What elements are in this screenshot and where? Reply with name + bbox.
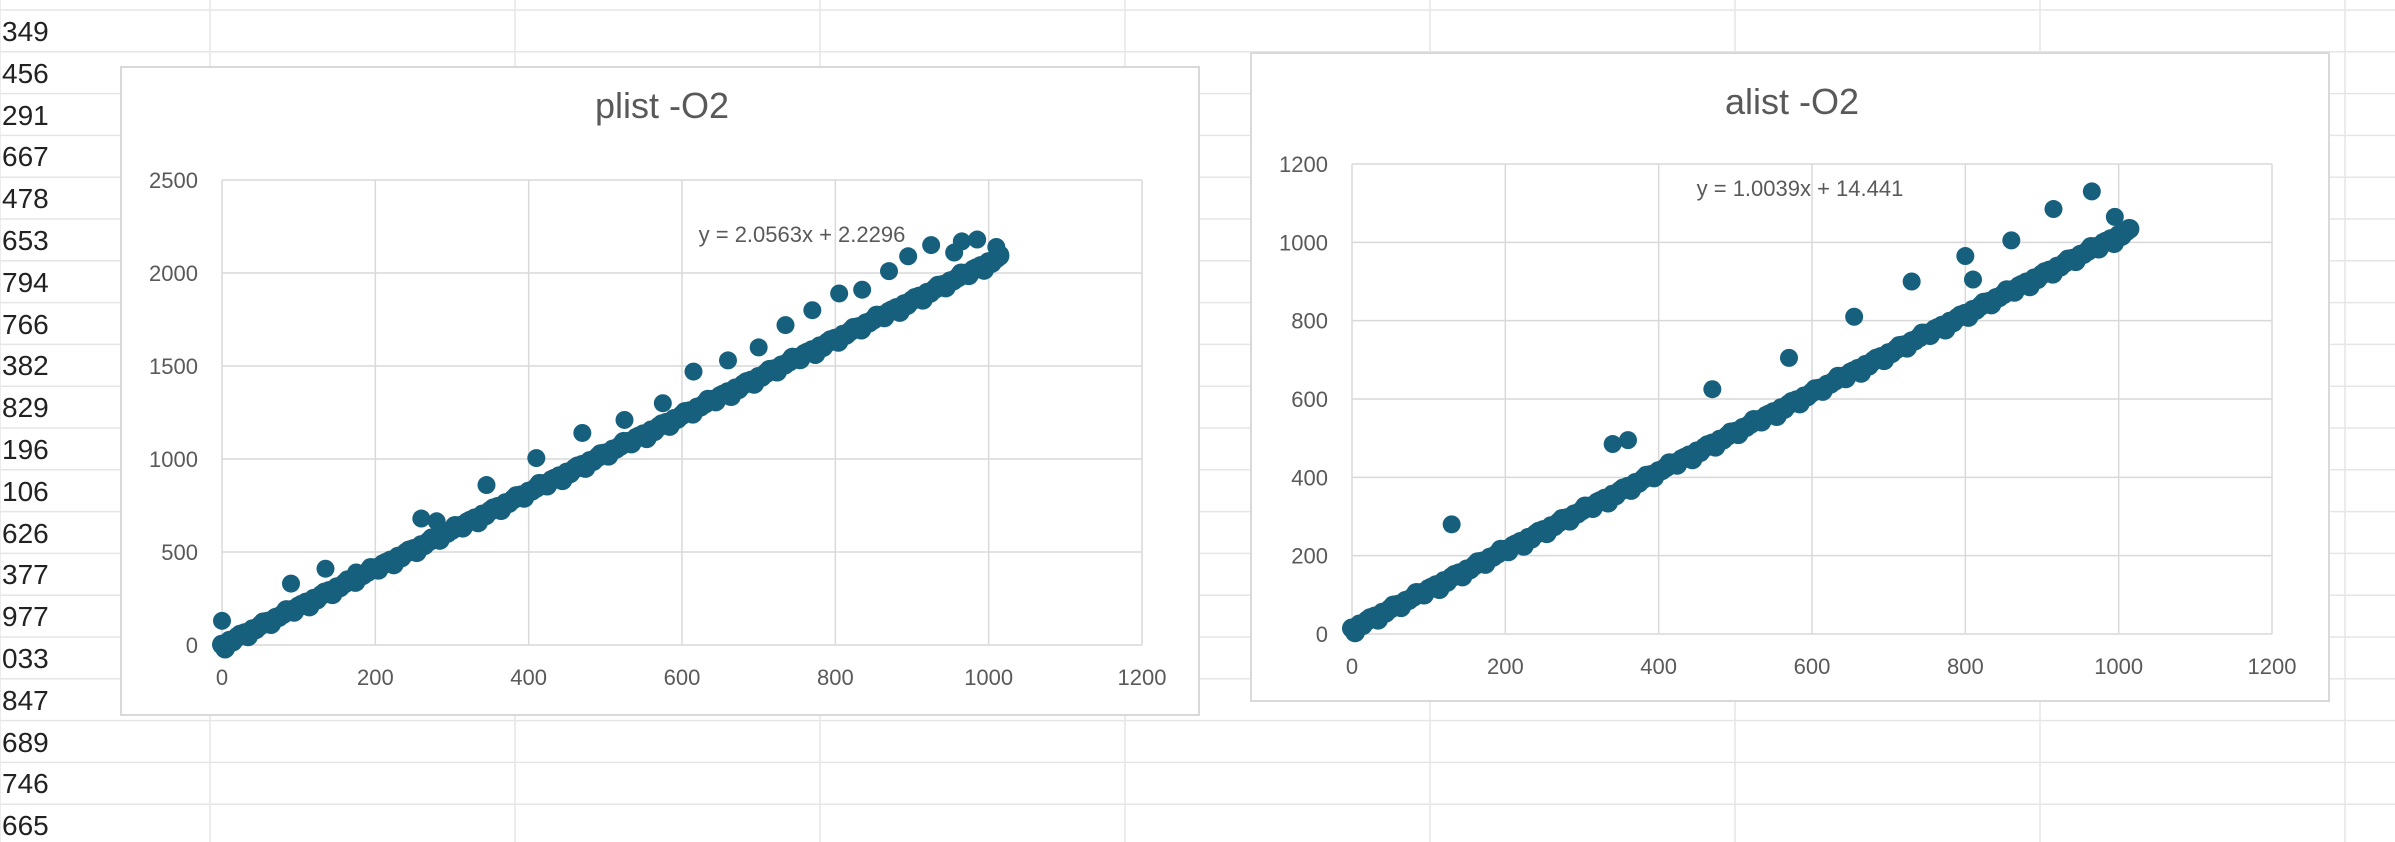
outlier-point [853, 280, 872, 299]
outlier-point [776, 316, 795, 335]
outlier-point [427, 512, 446, 531]
chart-plist[interactable]: plist -O2 0 500 1000 1500 2000 2500 0 200 400 600 8… [120, 66, 1200, 716]
cell-a-1[interactable]: 349 [2, 16, 49, 47]
outlier-point [1603, 435, 1622, 454]
outlier-point [412, 509, 431, 528]
cell-a-15[interactable]: 977 [2, 601, 49, 633]
outlier-point [2002, 231, 2021, 250]
x-tick-label: 200 [1487, 654, 1524, 679]
chart-alist[interactable]: alist -O2 0 200 400 600 800 1000 1200 0 200 400 600… [1250, 52, 2330, 702]
outlier-point [2082, 182, 2101, 201]
x-tick-label: 0 [216, 665, 228, 690]
outlier-point [653, 394, 672, 413]
outlier-point [968, 230, 987, 249]
alist-plot-area: alist -O2 0 200 400 600 800 1000 1200 0 200 400 600… [1279, 81, 2297, 679]
x-tick-label: 600 [664, 665, 701, 690]
outlier-point [1442, 515, 1461, 534]
outlier-point [282, 574, 300, 593]
y-tick-label: 0 [186, 633, 198, 658]
y-tick-label: 1200 [1279, 152, 1328, 177]
outlier-point [830, 284, 849, 303]
plist-plot-area: plist -O2 0 500 1000 1500 2000 2500 0 200 400 600 8… [149, 85, 1167, 690]
x-tick-label: 1200 [2248, 654, 2297, 679]
cell-a-19[interactable]: 746 [2, 768, 49, 800]
outlier-point [615, 410, 634, 429]
cell-a-17[interactable]: 847 [2, 684, 49, 716]
outlier-point [719, 351, 737, 370]
outlier-point [991, 245, 1010, 264]
outlier-point [880, 262, 898, 281]
x-tick-label: 1000 [2094, 654, 2143, 679]
outlier-point [899, 247, 918, 266]
cell-a-6[interactable]: 653 [2, 225, 49, 256]
x-tick-label: 0 [1346, 654, 1358, 679]
y-tick-label: 400 [1291, 465, 1328, 490]
cell-a-7[interactable]: 794 [2, 266, 49, 298]
cell-a-11[interactable]: 196 [2, 434, 49, 465]
outlier-point [922, 236, 941, 255]
y-tick-label: 600 [1291, 387, 1328, 412]
cell-a-20[interactable]: 665 [2, 810, 49, 842]
outlier-point [347, 563, 366, 582]
outlier-point [749, 338, 768, 357]
y-tick-label: 200 [1291, 544, 1328, 569]
x-tick-label: 400 [1640, 654, 1677, 679]
outlier-point [1902, 272, 1921, 291]
outlier-point [527, 449, 546, 468]
y-tick-label: 1500 [149, 354, 198, 379]
cell-a-12[interactable]: 106 [2, 475, 49, 507]
outlier-point [1619, 431, 1637, 450]
cell-a-4[interactable]: 667 [2, 141, 49, 173]
y-tick-label: 0 [1316, 622, 1328, 647]
cell-a-10[interactable]: 829 [2, 392, 49, 424]
y-tick-label: 1000 [149, 447, 198, 472]
y-tick-label: 1000 [1279, 230, 1328, 255]
outlier-point [2044, 200, 2063, 219]
cell-a-3[interactable]: 291 [2, 99, 49, 131]
cell-a-9[interactable]: 382 [2, 350, 49, 382]
outlier-point [952, 232, 971, 251]
cell-a-2[interactable]: 456 [2, 57, 49, 89]
outlier-point [803, 301, 822, 320]
trendline-equation: y = 2.0563x + 2.2296 [699, 222, 906, 247]
outlier-point [316, 559, 335, 578]
outlier-point [477, 476, 496, 495]
data-point [2119, 218, 2140, 239]
x-tick-label: 600 [1794, 654, 1831, 679]
cell-a-5[interactable]: 478 [2, 183, 49, 215]
y-tick-label: 500 [161, 540, 198, 565]
outlier-point [684, 362, 703, 381]
trendline-equation: y = 1.0039x + 14.441 [1697, 176, 1904, 201]
x-tick-label: 200 [357, 665, 394, 690]
x-tick-label: 800 [817, 665, 854, 690]
y-tick-label: 2500 [149, 168, 198, 193]
cell-a-14[interactable]: 377 [2, 559, 49, 591]
outlier-point [1703, 380, 1722, 399]
outlier-point [213, 611, 231, 630]
x-tick-label: 1000 [964, 665, 1013, 690]
outlier-point [1964, 270, 1982, 289]
cell-a-13[interactable]: 626 [2, 517, 49, 549]
cell-a-16[interactable]: 033 [2, 643, 49, 674]
y-tick-label: 800 [1291, 309, 1328, 334]
chart-title: alist -O2 [1725, 81, 1859, 122]
y-tick-label: 2000 [149, 261, 198, 286]
cell-a-8[interactable]: 766 [2, 308, 49, 340]
outlier-point [1956, 247, 1975, 266]
outlier-point [573, 423, 592, 442]
x-tick-label: 400 [510, 665, 547, 690]
outlier-point [2105, 207, 2124, 226]
cell-a-18[interactable]: 689 [2, 726, 49, 758]
x-tick-label: 1200 [1118, 665, 1167, 690]
column-a-cells: 349 456 291 667 478 653 794 766 382 829 196 106 626 3… [0, 0, 100, 842]
outlier-point [1845, 307, 1864, 326]
x-tick-label: 800 [1947, 654, 1984, 679]
outlier-point [1780, 348, 1798, 367]
chart-title: plist -O2 [595, 85, 729, 126]
